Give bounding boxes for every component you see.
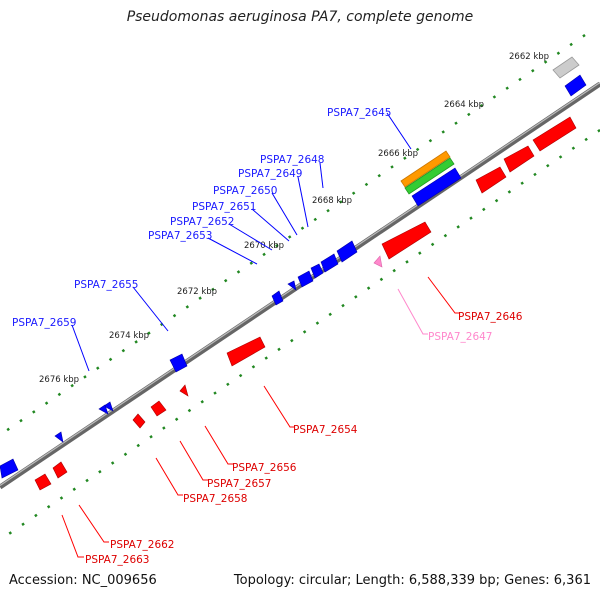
leader-line-2645 bbox=[386, 112, 412, 150]
forward-gene[interactable] bbox=[287, 280, 297, 291]
forward-gene[interactable] bbox=[169, 353, 188, 373]
tick-2662: 2662 kbp bbox=[509, 52, 549, 62]
tick-2672: 2672 kbp bbox=[177, 287, 217, 297]
gene-label-2663[interactable]: PSPA7_2663 bbox=[85, 554, 150, 566]
leader-line-2650 bbox=[271, 192, 298, 236]
reverse-gene[interactable] bbox=[34, 473, 52, 491]
tick-2664: 2664 kbp bbox=[444, 100, 484, 110]
leader-line-2657 bbox=[179, 440, 208, 481]
reverse-gene[interactable] bbox=[381, 221, 432, 260]
tick-2670: 2670 kbp bbox=[244, 241, 284, 251]
gene-label-2658[interactable]: PSPA7_2658 bbox=[183, 493, 248, 505]
gene-label-2654[interactable]: PSPA7_2654 bbox=[293, 424, 358, 436]
gene-label-2650[interactable]: PSPA7_2650 bbox=[213, 185, 278, 197]
leader-line-2662 bbox=[78, 504, 109, 543]
gene-label-2656[interactable]: PSPA7_2656 bbox=[232, 462, 297, 474]
leader-line-2659 bbox=[71, 324, 90, 372]
tick-2666: 2666 kbp bbox=[378, 149, 418, 159]
gene-label-2646[interactable]: PSPA7_2646 bbox=[458, 311, 523, 323]
leader-line-2655 bbox=[132, 286, 169, 332]
grey-feature[interactable] bbox=[552, 56, 580, 79]
accession-text: Accession: NC_009656 bbox=[9, 573, 157, 588]
rrna-orange-feature[interactable] bbox=[400, 150, 451, 188]
reverse-gene[interactable] bbox=[532, 116, 577, 152]
gene-label-2653[interactable]: PSPA7_2653 bbox=[148, 230, 213, 242]
inner-dot-track bbox=[0, 128, 600, 542]
pseudogene-marker[interactable] bbox=[373, 255, 383, 268]
map-title: Pseudomonas aeruginosa PA7, complete gen… bbox=[126, 9, 474, 25]
forward-gene[interactable] bbox=[564, 74, 587, 97]
forward-gene[interactable] bbox=[98, 404, 109, 415]
forward-gene[interactable] bbox=[310, 263, 324, 279]
genome-backbone-highlight bbox=[0, 82, 600, 486]
forward-gene[interactable] bbox=[297, 270, 314, 288]
leader-line-2647 bbox=[397, 288, 428, 335]
gene-label-2651[interactable]: PSPA7_2651 bbox=[192, 201, 257, 213]
gene-label-2648[interactable]: PSPA7_2648 bbox=[260, 154, 325, 166]
reverse-gene[interactable] bbox=[132, 413, 146, 429]
forward-gene[interactable] bbox=[0, 458, 19, 479]
reverse-gene[interactable] bbox=[179, 384, 189, 397]
outer-dot-track bbox=[0, 33, 586, 437]
leader-line-2654 bbox=[263, 385, 294, 428]
forward-gene[interactable] bbox=[54, 431, 64, 443]
forward-gene[interactable] bbox=[336, 240, 358, 263]
reverse-gene[interactable] bbox=[503, 145, 535, 173]
leader-line-2653 bbox=[207, 237, 258, 265]
tick-2676: 2676 kbp bbox=[39, 375, 79, 385]
gene-label-2657[interactable]: PSPA7_2657 bbox=[207, 478, 272, 490]
genome-backbone bbox=[0, 81, 600, 490]
leader-line-2646 bbox=[427, 276, 460, 314]
leader-line-2652 bbox=[228, 223, 273, 251]
reverse-gene[interactable] bbox=[150, 400, 167, 417]
gene-label-2647[interactable]: PSPA7_2647 bbox=[428, 331, 493, 343]
gene-label-2659[interactable]: PSPA7_2659 bbox=[12, 317, 77, 329]
rrna-green-feature[interactable] bbox=[404, 157, 455, 195]
reverse-gene[interactable] bbox=[226, 336, 266, 367]
gene-label-2649[interactable]: PSPA7_2649 bbox=[238, 168, 303, 180]
forward-gene[interactable] bbox=[320, 253, 339, 273]
gene-label-2655[interactable]: PSPA7_2655 bbox=[74, 279, 139, 291]
leader-line-2663 bbox=[61, 514, 84, 558]
gene-label-2645[interactable]: PSPA7_2645 bbox=[327, 107, 392, 119]
forward-gene[interactable] bbox=[271, 290, 284, 306]
gene-label-2662[interactable]: PSPA7_2662 bbox=[110, 539, 175, 551]
leader-line-2648 bbox=[319, 162, 324, 189]
forward-gene[interactable] bbox=[411, 167, 462, 207]
reverse-gene[interactable] bbox=[52, 461, 68, 479]
tick-2674: 2674 kbp bbox=[109, 331, 149, 341]
leader-line-2651 bbox=[251, 208, 290, 242]
genome-summary-text: Topology: circular; Length: 6,588,339 bp… bbox=[233, 573, 591, 588]
leader-line-2658 bbox=[155, 457, 183, 496]
forward-gene[interactable] bbox=[103, 401, 114, 412]
tick-2668: 2668 kbp bbox=[312, 196, 352, 206]
leader-line-2649 bbox=[297, 176, 309, 228]
leader-line-2656 bbox=[204, 425, 233, 465]
gene-label-2652[interactable]: PSPA7_2652 bbox=[170, 216, 235, 228]
reverse-gene[interactable] bbox=[475, 166, 507, 194]
